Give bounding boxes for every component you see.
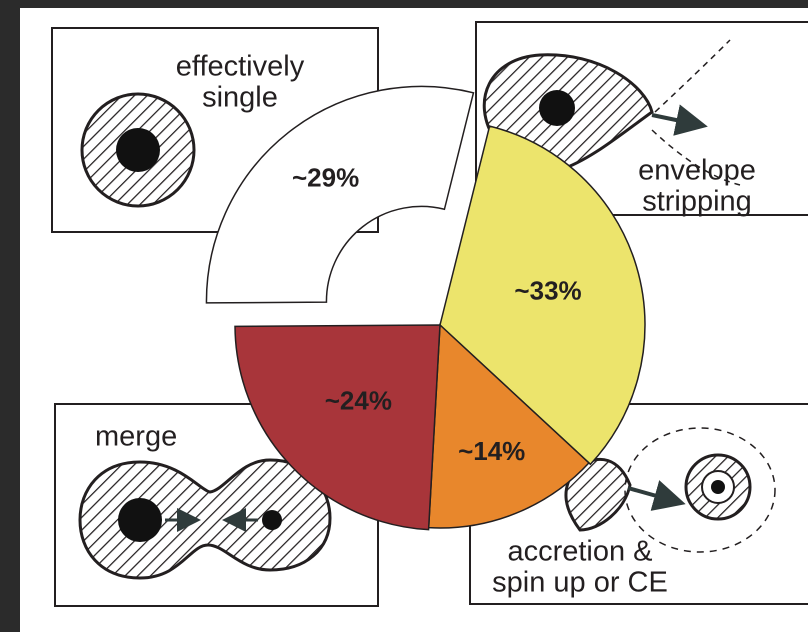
pie-slice (427, 323, 591, 529)
value-label: ~29% (292, 162, 359, 192)
value-label: ~14% (458, 436, 525, 466)
value-label: ~33% (514, 276, 581, 306)
pie-slice (439, 125, 646, 466)
annotation: spin up or CE (492, 567, 668, 599)
annotation: accretion & (507, 536, 652, 568)
annotation: envelope (638, 155, 756, 187)
value-label: ~24% (325, 386, 392, 416)
annotation: single (202, 82, 278, 114)
annotation: merge (95, 421, 177, 453)
pie-slice (234, 324, 441, 531)
annotation: effectively (176, 51, 305, 83)
annotation: stripping (642, 186, 752, 218)
pie-slice (205, 85, 475, 304)
